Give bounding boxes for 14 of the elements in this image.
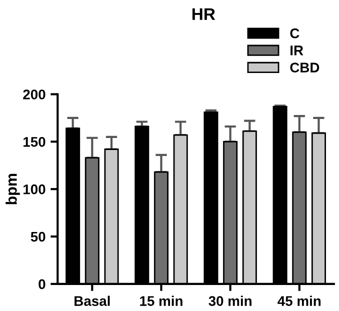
x-tick-label: 45 min [278, 296, 321, 306]
y-tick-label: 0 [38, 279, 46, 290]
x-tick-label: 15 min [140, 296, 182, 306]
x-tick-label: Basal [74, 296, 110, 306]
y-tick-label: 150 [24, 136, 46, 147]
y-tick-label: 50 [30, 232, 46, 242]
y-tick-label: 200 [23, 90, 46, 100]
x-tick-label: 30 min [208, 296, 252, 306]
legend-label: C [290, 28, 300, 38]
y-tick-label: 100 [24, 184, 46, 194]
chart-title: HR [192, 8, 216, 20]
y-axis-title: bpm [6, 174, 20, 204]
legend-label: CBD [290, 62, 320, 72]
legend-label: IR [290, 46, 304, 56]
